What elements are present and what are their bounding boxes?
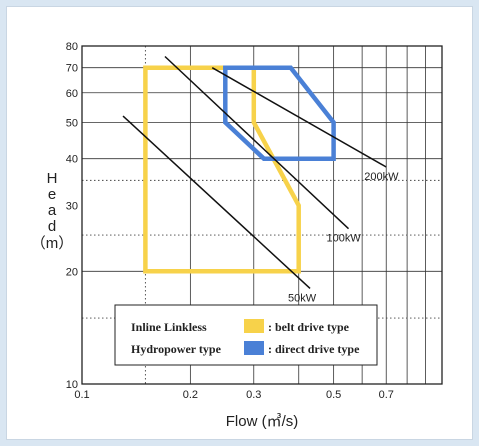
- power-label-100kW: 100kW: [327, 233, 362, 245]
- x-tick-label: 0.3: [246, 389, 261, 401]
- legend-swatch-belt: [244, 319, 264, 333]
- y-tick-label: 20: [66, 266, 78, 278]
- y-tick-label: 60: [66, 88, 78, 100]
- tick-layer: 0.1 0.2 0.3 0.5 0.7 10 20 30 40 50 60 70 80: [66, 41, 394, 401]
- y-axis-label-char: e: [48, 186, 56, 203]
- power-label-200kW: 200kW: [364, 171, 399, 183]
- y-tick-label: 10: [66, 379, 78, 391]
- legend: Inline Linkless Hydropower type : belt d…: [114, 304, 378, 366]
- power-line-200kW: [211, 67, 387, 168]
- x-tick-label: 0.1: [74, 389, 89, 401]
- y-tick-label: 30: [66, 200, 78, 212]
- y-axis-label-char: H: [47, 170, 58, 187]
- x-tick-label: 0.2: [183, 389, 198, 401]
- power-line-50kW: [122, 115, 311, 290]
- power-label-50kW: 50kW: [288, 292, 317, 304]
- y-tick-label: 50: [66, 117, 78, 129]
- y-axis-label-unit: （m）: [31, 235, 74, 252]
- legend-title-line-2: Hydropower type: [131, 342, 222, 356]
- legend-label-direct: : direct drive type: [268, 342, 360, 356]
- y-axis-label-char: a: [48, 202, 57, 219]
- x-tick-label: 0.7: [379, 389, 394, 401]
- y-tick-label: 40: [66, 154, 78, 166]
- legend-box: [114, 304, 378, 366]
- plot-border: [81, 45, 443, 385]
- y-tick-label: 80: [66, 41, 78, 53]
- legend-swatch-direct: [244, 341, 264, 355]
- y-tick-label: 70: [66, 63, 78, 75]
- direct-drive-region: [223, 65, 336, 161]
- y-axis-label-char: d: [48, 218, 56, 235]
- legend-label-belt: : belt drive type: [268, 320, 350, 334]
- x-tick-label: 0.5: [326, 389, 341, 401]
- power-line-layer: 200kW 100kW 50kW: [122, 55, 399, 304]
- x-axis-label: Flow (㎥/s): [226, 413, 299, 430]
- belt-drive-region: [143, 65, 301, 274]
- legend-title-line-1: Inline Linkless: [131, 320, 207, 334]
- area-layer: [143, 65, 336, 274]
- power-line-100kW: [164, 55, 350, 230]
